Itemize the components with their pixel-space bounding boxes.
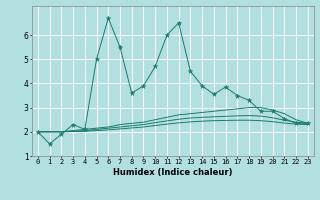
X-axis label: Humidex (Indice chaleur): Humidex (Indice chaleur) <box>113 168 233 177</box>
